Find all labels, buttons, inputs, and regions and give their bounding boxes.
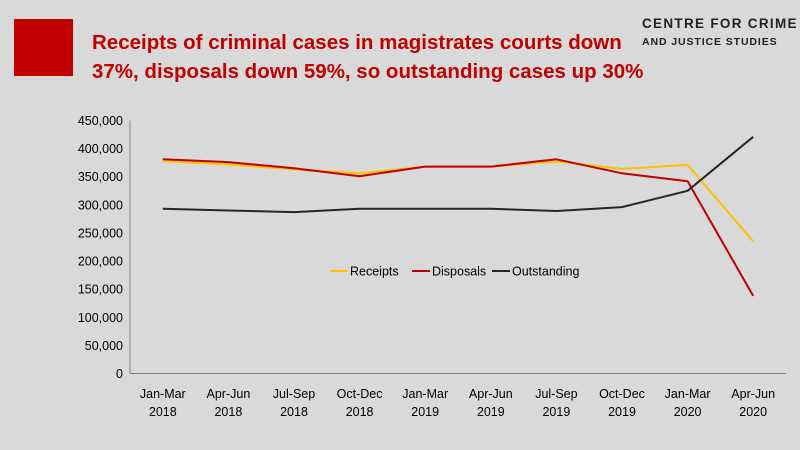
series-line-disposals [162,158,755,297]
brand-line-1: Centre for Crime [642,16,798,31]
accent-block [14,19,73,76]
y-tick-label: 300,000 [78,198,123,212]
chart-series [162,136,755,297]
series-line-outstanding [162,136,754,214]
x-tick-label: Apr-Jun 2020 [731,387,775,419]
x-tick-label: Apr-Jun 2019 [469,387,513,419]
brand-line-2: and Justice Studies [642,36,778,48]
legend-label-receipts: Receipts [350,265,399,279]
y-tick-label: 150,000 [78,283,123,297]
y-tick-label: 400,000 [78,142,123,156]
y-tick-label: 100,000 [78,311,123,325]
x-tick-label: Oct-Dec 2019 [599,387,645,419]
y-tick-label: 250,000 [78,226,123,240]
legend-label-outstanding: Outstanding [512,265,579,279]
x-tick-label: Jul-Sep 2019 [535,387,577,419]
y-tick-label: 50,000 [85,339,123,353]
x-tick-label: Jan-Mar 2019 [402,387,448,419]
chart-legend: Receipts Disposals Outstanding [330,265,579,279]
y-tick-label: 200,000 [78,255,123,269]
y-tick-label: 450,000 [78,114,123,128]
y-tick-label: 0 [116,367,123,381]
series-line-receipts [162,160,754,243]
y-tick-label: 350,000 [78,170,123,184]
x-tick-label: Apr-Jun 2018 [207,387,251,419]
chart-title: Receipts of criminal cases in magistrate… [92,28,652,86]
legend-label-disposals: Disposals [432,265,486,279]
x-tick-label: Jan-Mar 2020 [665,387,711,419]
x-tick-label: Jul-Sep 2018 [273,387,315,419]
brand-logo: Centre for Crime and Justice Studies [642,13,798,50]
x-tick-label: Jan-Mar 2018 [140,387,186,419]
chart-axes: 0 50,000 100,000 150,000 200,000 250,000 300,0… [78,114,786,419]
x-tick-label: Oct-Dec 2018 [337,387,383,419]
title-line-2: 37%, disposals down 59%, so outstanding … [92,60,644,83]
title-line-1: Receipts of criminal cases in magistrate… [92,31,622,54]
